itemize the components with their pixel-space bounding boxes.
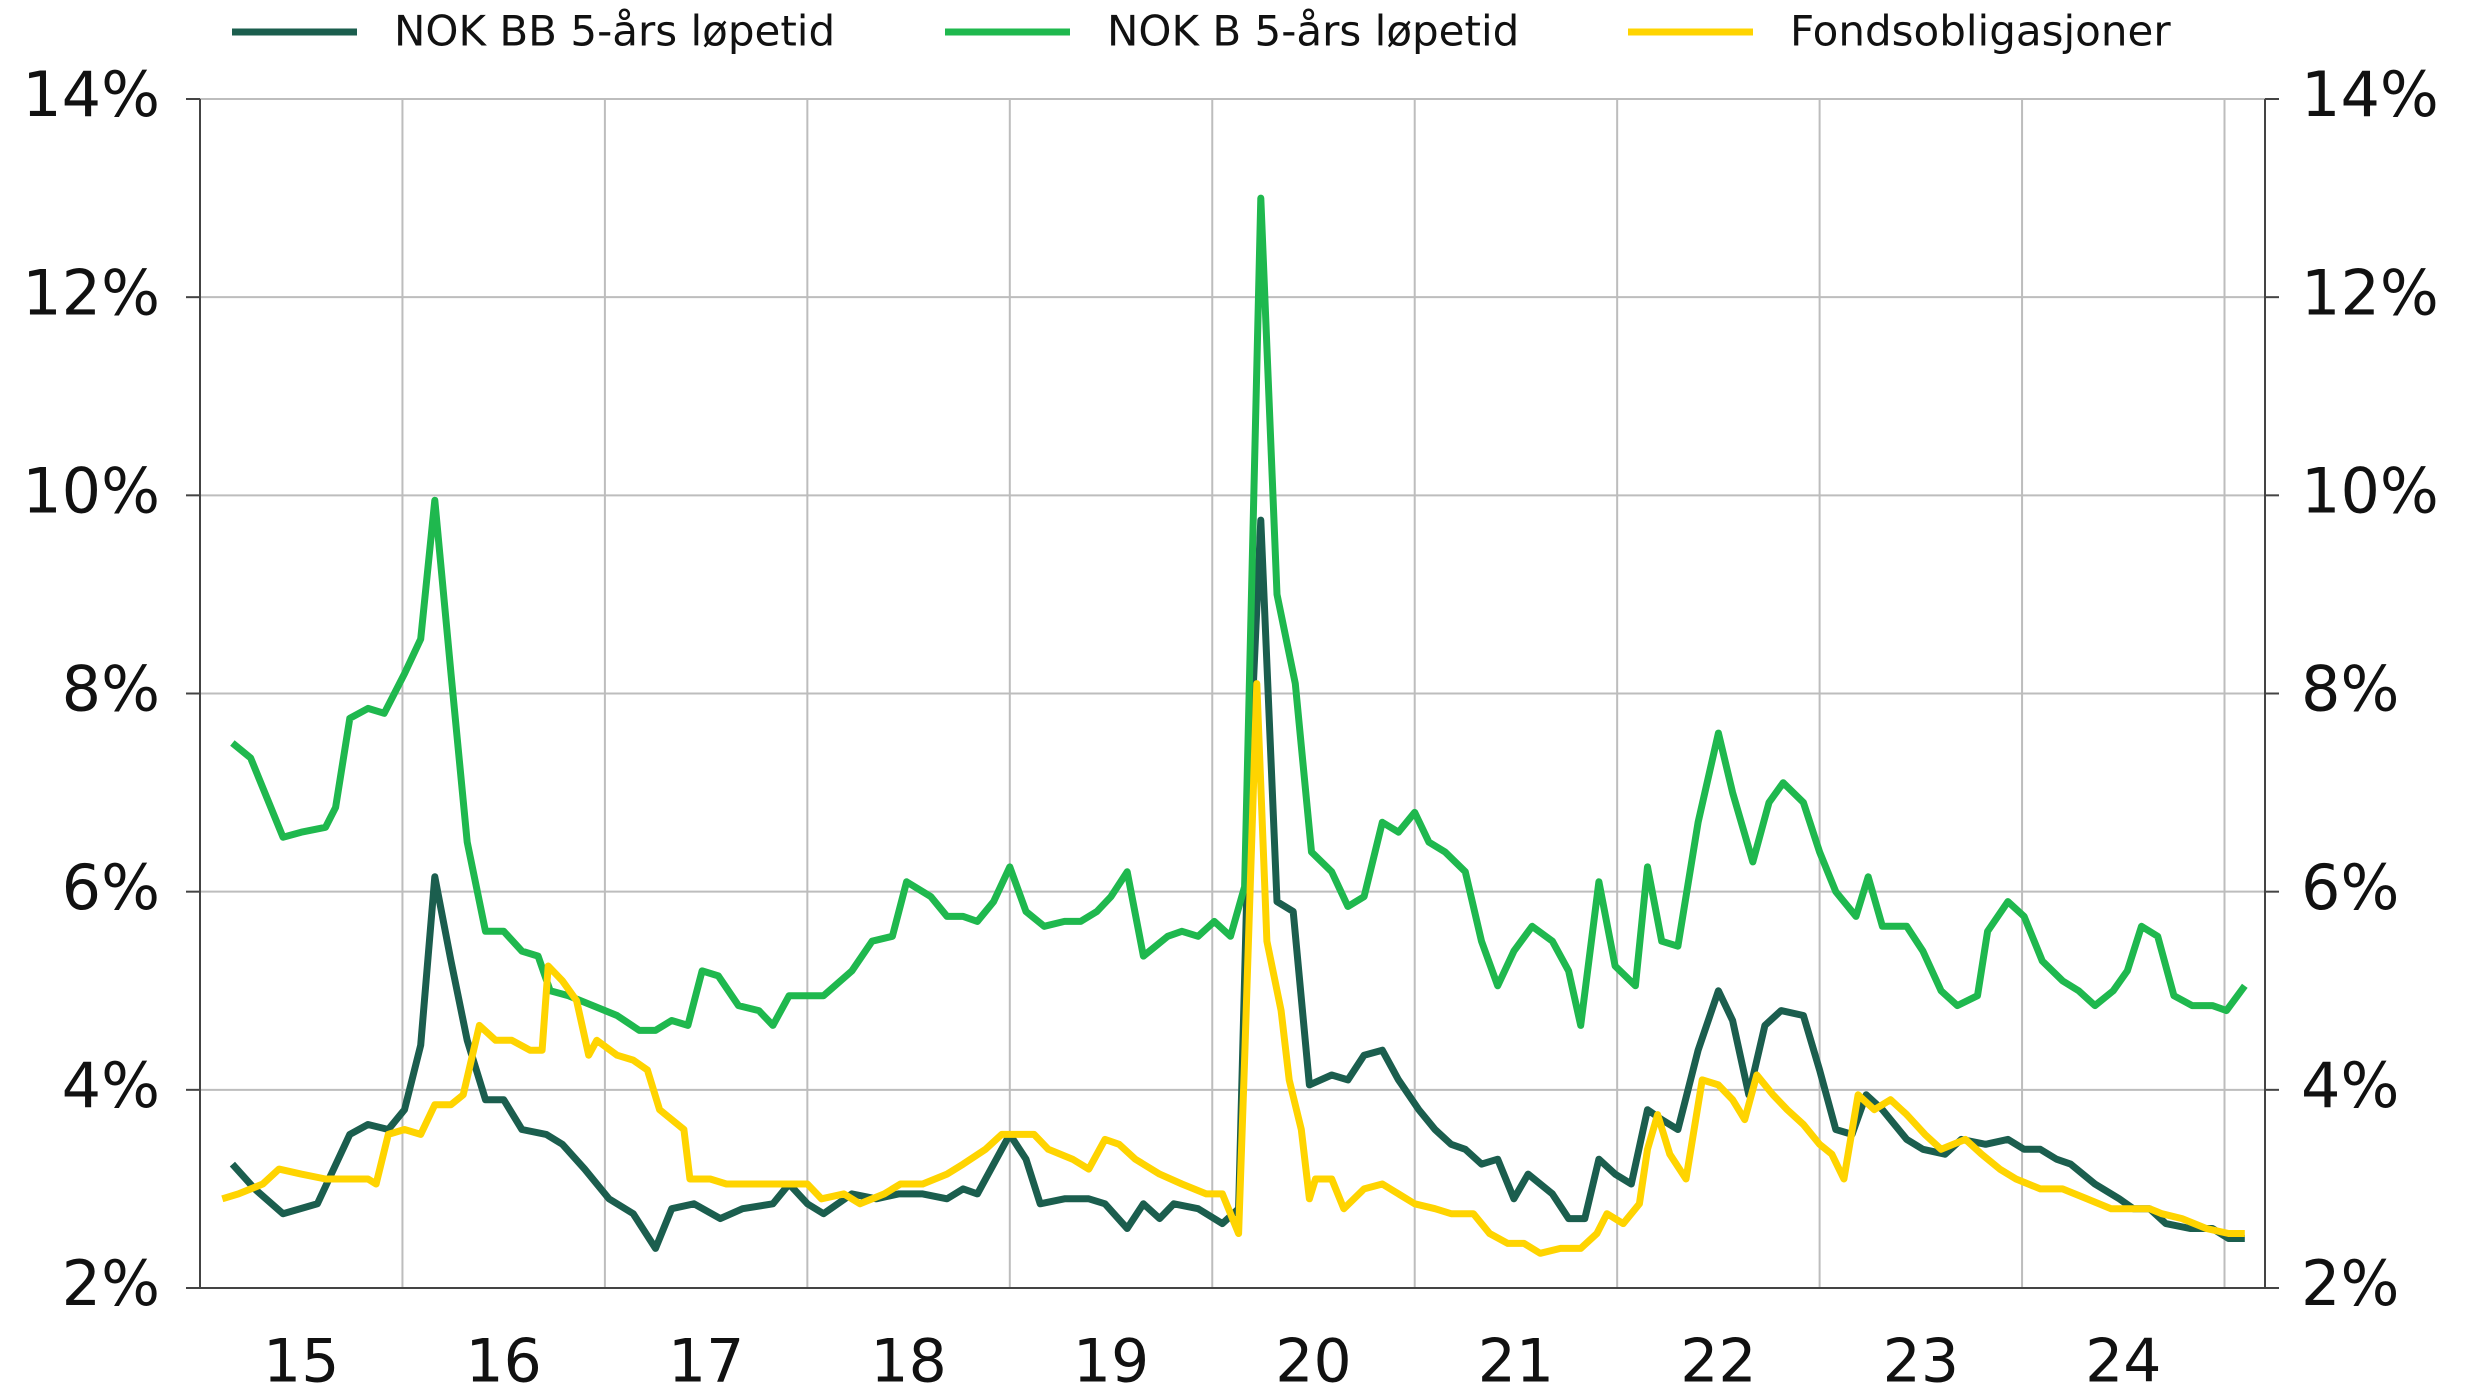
x-tick-label: 19: [1073, 1327, 1149, 1395]
y-tick-label: 6%: [62, 851, 160, 924]
y-tick-label: 10%: [22, 454, 160, 527]
x-tick-label: 18: [870, 1327, 946, 1395]
y2-tick-label: 4%: [2301, 1049, 2399, 1122]
y2-tick-label: 12%: [2301, 256, 2439, 329]
series-line: [221, 680, 2245, 1257]
y2-tick-label: 10%: [2301, 454, 2439, 527]
legend-label: NOK BB 5-års løpetid: [394, 7, 835, 56]
x-tick-label: 21: [1478, 1327, 1554, 1395]
y2-tick-label: 2%: [2301, 1247, 2399, 1320]
y2-tick-label: 6%: [2301, 851, 2399, 924]
y2-tick-label: 8%: [2301, 653, 2399, 726]
y2-tick-label: 14%: [2301, 58, 2439, 131]
y-tick-label: 12%: [22, 256, 160, 329]
series-line: [230, 194, 2248, 1034]
legend-label: Fondsobligasjoner: [1790, 7, 2171, 56]
x-tick-label: 23: [1883, 1327, 1959, 1395]
x-tick-label: 20: [1275, 1327, 1351, 1395]
legend-label: NOK B 5-års løpetid: [1107, 7, 1519, 56]
x-tick-label: 17: [668, 1327, 744, 1395]
series-line: [229, 516, 2245, 1252]
y-tick-label: 2%: [62, 1247, 160, 1320]
x-tick-label: 16: [465, 1327, 541, 1395]
y-tick-label: 4%: [62, 1049, 160, 1122]
x-tick-label: 15: [263, 1327, 339, 1395]
x-tick-label: 24: [2085, 1327, 2161, 1395]
y-tick-label: 8%: [62, 653, 160, 726]
x-tick-label: 22: [1680, 1327, 1756, 1395]
y-tick-label: 14%: [22, 58, 160, 131]
